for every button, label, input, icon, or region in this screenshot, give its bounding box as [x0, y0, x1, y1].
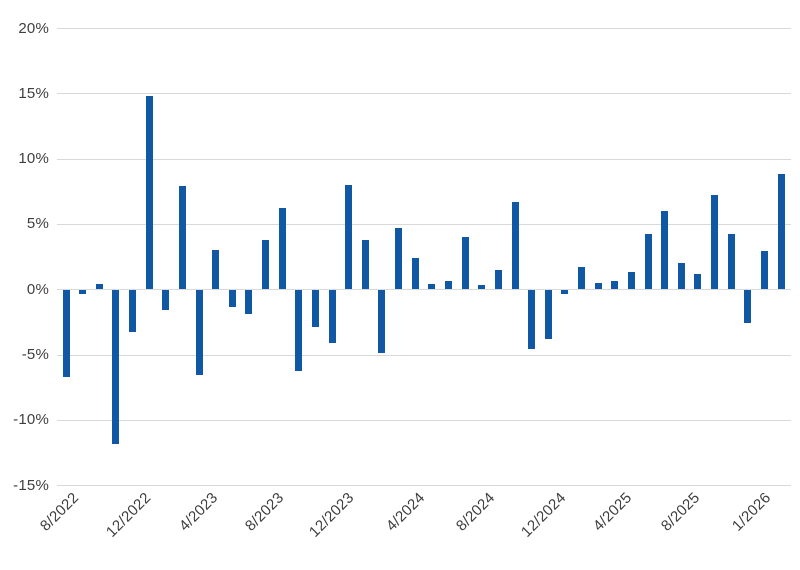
bar-7	[162, 290, 170, 310]
y-axis-label: 20%	[18, 19, 49, 37]
bar-2	[79, 290, 87, 295]
x-axis-label: 8/2022	[36, 489, 83, 535]
bar-19	[361, 239, 369, 290]
bar-29	[528, 290, 536, 350]
bar-28	[511, 201, 519, 290]
bar-11	[228, 290, 236, 308]
bar-44	[777, 174, 785, 290]
bar-9	[195, 290, 203, 376]
bar-1	[62, 290, 70, 377]
y-axis-label: 5%	[26, 215, 49, 233]
bar-26	[478, 285, 486, 290]
bar-17	[328, 290, 336, 343]
x-axis-label: 12/2024	[518, 489, 570, 541]
x-axis-label: 4/2025	[589, 489, 635, 535]
bar-36	[644, 234, 652, 290]
gridline-20%	[57, 28, 791, 29]
x-axis-label: 4/2024	[382, 489, 428, 535]
x-axis-label: 12/2023	[306, 489, 358, 541]
y-axis-label: -15%	[13, 476, 49, 494]
y-axis: 20% 15% 10% 5% 0% -5% -10% -15%	[0, 21, 49, 493]
bar-10	[212, 250, 220, 290]
bar-14	[278, 208, 286, 290]
bar-18	[345, 184, 353, 290]
bar-22	[411, 257, 419, 290]
x-axis: 8/2022 12/2022 4/2023 8/2023 12/2023 4/2024 8/…	[37, 489, 791, 570]
x-axis-label: 8/2025	[657, 489, 704, 535]
bar-27	[494, 269, 502, 290]
gridline-0%	[57, 289, 791, 291]
y-axis-label: 10%	[18, 150, 49, 168]
y-axis-label: 15%	[18, 84, 49, 102]
y-axis-label: -10%	[13, 411, 49, 429]
bar-43	[760, 251, 768, 290]
bar-8	[178, 186, 186, 290]
bar-16	[311, 290, 319, 327]
y-axis-label: -5%	[21, 346, 49, 364]
bar-23	[428, 284, 436, 290]
bar-38	[677, 263, 685, 290]
bar-21	[395, 227, 403, 290]
bar-4	[112, 290, 120, 445]
bar-25	[461, 237, 469, 290]
bar-32	[578, 267, 586, 290]
bar-5	[129, 290, 137, 333]
bar-15	[295, 290, 303, 372]
bar-13	[262, 239, 270, 290]
bar-30	[544, 290, 552, 339]
x-axis-label: 4/2023	[175, 489, 221, 535]
x-axis-label: 12/2022	[102, 489, 155, 541]
bar-31	[561, 290, 569, 295]
bar-6	[145, 95, 153, 290]
bar-12	[245, 290, 253, 314]
x-axis-label: 8/2024	[453, 489, 499, 535]
y-axis-label: 0%	[26, 280, 49, 298]
plot-area	[57, 28, 791, 487]
x-axis-label: 8/2023	[241, 489, 288, 535]
bar-39	[694, 273, 702, 290]
bar-35	[627, 272, 635, 290]
gridline-10%	[57, 158, 791, 160]
bar-34	[611, 281, 619, 290]
bar-33	[594, 282, 602, 290]
gridline--15%	[57, 485, 791, 487]
gridline-15%	[57, 93, 791, 95]
bar-37	[661, 210, 669, 290]
bar-24	[444, 281, 452, 290]
bar-42	[744, 290, 752, 323]
bar-3	[95, 284, 103, 290]
gridline--10%	[57, 419, 791, 421]
x-axis-label: 1/2026	[729, 489, 775, 535]
gridline--5%	[57, 354, 791, 356]
bar-41	[727, 234, 735, 290]
bar-40	[711, 195, 719, 290]
bar-20	[378, 290, 386, 354]
gridline-5%	[57, 223, 791, 225]
